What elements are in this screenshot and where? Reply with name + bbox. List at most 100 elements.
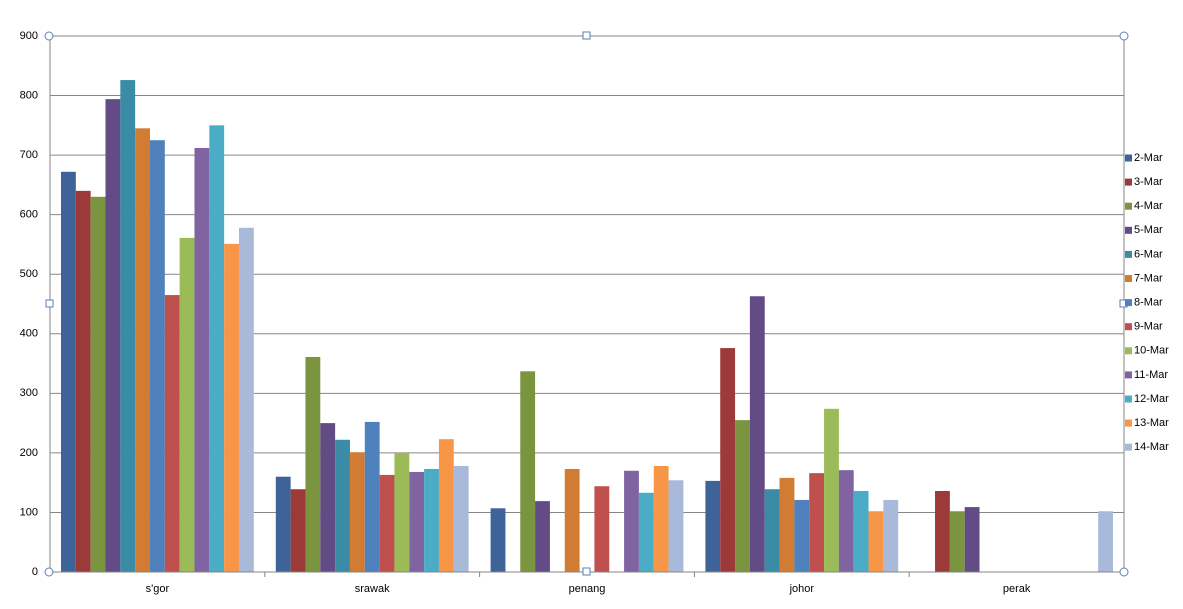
bar: [290, 489, 306, 572]
y-tick-label: 800: [20, 89, 38, 101]
y-tick-label: 500: [20, 268, 38, 280]
y-tick-label: 0: [32, 566, 38, 578]
y-tick-label: 100: [20, 506, 38, 518]
bar: [438, 439, 454, 572]
bar: [764, 489, 780, 572]
bar: [75, 190, 91, 572]
legend-swatch: [1125, 226, 1132, 234]
bar: [335, 439, 350, 572]
legend-swatch: [1125, 323, 1132, 331]
x-tick-label: penang: [569, 583, 606, 595]
legend-swatch: [1125, 154, 1132, 162]
bar: [349, 452, 365, 572]
x-tick-label: johor: [789, 583, 815, 595]
bar: [720, 348, 736, 572]
handle[interactable]: [44, 567, 54, 577]
handle[interactable]: [582, 31, 591, 40]
bar: [653, 465, 669, 572]
legend-label: 9-Mar: [1134, 321, 1163, 333]
legend-label: 10-Mar: [1134, 345, 1169, 357]
bar: [794, 499, 810, 572]
legend-swatch: [1125, 419, 1132, 427]
handle[interactable]: [1119, 31, 1129, 41]
legend-label: 8-Mar: [1134, 297, 1163, 309]
bar: [149, 140, 165, 572]
legend-swatch: [1125, 371, 1132, 379]
bar: [809, 473, 825, 572]
bar: [749, 296, 765, 572]
y-tick-label: 900: [20, 30, 38, 42]
bar: [238, 227, 254, 572]
bar: [535, 501, 550, 572]
bar: [120, 80, 136, 573]
bar: [853, 491, 869, 572]
bar: [624, 470, 639, 572]
legend-label: 3-Mar: [1134, 176, 1163, 188]
bar: [320, 423, 336, 572]
legend-label: 12-Mar: [1134, 393, 1169, 405]
bar: [364, 421, 380, 572]
bar: [379, 474, 395, 572]
legend-label: 2-Mar: [1134, 152, 1163, 164]
bar: [705, 480, 721, 572]
bar: [305, 357, 321, 572]
bar: [883, 499, 899, 572]
legend-label: 5-Mar: [1134, 224, 1163, 236]
y-tick-label: 200: [20, 447, 38, 459]
legend-label: 7-Mar: [1134, 272, 1163, 284]
handle[interactable]: [45, 299, 54, 308]
bar: [164, 295, 180, 572]
legend-swatch: [1125, 347, 1132, 355]
selection-handles[interactable]: [44, 31, 1129, 577]
bar: [779, 477, 795, 572]
handle[interactable]: [1119, 567, 1129, 577]
x-tick-label: srawak: [355, 583, 390, 595]
legend-swatch: [1125, 202, 1132, 210]
bar: [824, 408, 839, 572]
legend-label: 11-Mar: [1134, 369, 1168, 381]
bar: [594, 486, 610, 572]
bar: [520, 371, 536, 572]
legend-swatch: [1125, 299, 1132, 307]
legend-swatch: [1125, 275, 1132, 282]
bar: [453, 465, 469, 572]
legend-swatch: [1125, 250, 1132, 258]
y-tick-label: 300: [20, 387, 38, 399]
bar: [1098, 511, 1113, 572]
handle[interactable]: [582, 567, 591, 576]
bar: [868, 511, 884, 572]
bar: [424, 468, 439, 572]
legend-swatch: [1125, 178, 1132, 186]
bar: [964, 507, 980, 572]
legend-label: 14-Mar: [1134, 441, 1169, 453]
bar: [105, 99, 121, 572]
x-tick-label: perak: [1003, 583, 1031, 595]
bar: [224, 243, 239, 573]
legend-label: 13-Mar: [1134, 417, 1169, 429]
bar: [61, 171, 76, 572]
bar: [209, 125, 225, 572]
y-tick-label: 700: [20, 149, 38, 161]
bar: [194, 147, 210, 572]
bar: [838, 470, 854, 572]
bar: [135, 128, 150, 573]
y-tick-label: 600: [20, 209, 38, 221]
bar: [935, 491, 950, 572]
bar: [735, 420, 750, 572]
legend-label: 4-Mar: [1134, 200, 1163, 212]
bar: [179, 237, 195, 573]
bar: [409, 471, 425, 572]
bar: [638, 492, 654, 572]
bar: [90, 196, 106, 573]
bar: [564, 468, 580, 572]
bar: [949, 511, 965, 572]
bar: [394, 452, 410, 572]
legend-swatch: [1125, 395, 1132, 403]
bar: [275, 476, 291, 572]
legend-swatch: [1125, 443, 1132, 451]
handle[interactable]: [44, 31, 54, 41]
y-tick-label: 400: [20, 328, 38, 340]
x-tick-label: s'gor: [146, 583, 170, 595]
bar: [490, 508, 506, 572]
